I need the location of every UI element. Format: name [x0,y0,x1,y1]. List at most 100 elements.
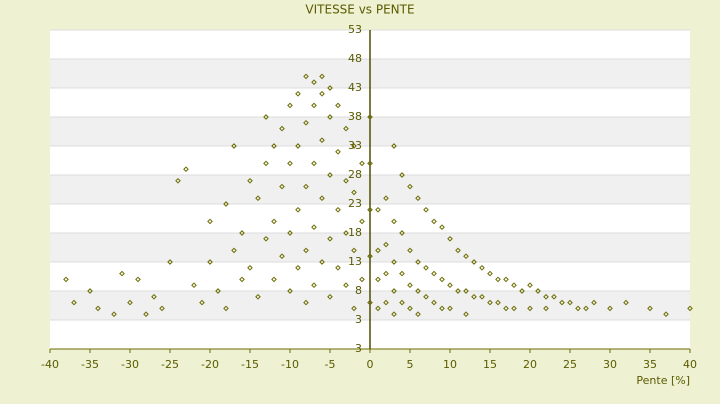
point [423,293,429,300]
point [367,114,373,120]
point [495,299,501,306]
x-tick-label: -5 [325,358,336,371]
point [135,276,141,283]
point [367,160,373,167]
point [527,282,533,289]
point [343,177,349,184]
point [375,305,381,312]
point [311,102,317,109]
point [311,224,317,231]
point [319,73,325,80]
point [551,293,557,300]
point [455,247,461,254]
point [303,247,309,254]
point [335,148,341,155]
point [391,288,397,294]
point [295,264,301,271]
point [647,305,653,312]
y-tick-label: 3 [355,313,362,326]
point [343,282,349,289]
point [351,189,357,196]
y-tick-label: 38 [348,110,362,123]
point [191,282,197,289]
point [319,137,325,144]
point [463,288,469,294]
point [407,282,413,289]
point [407,305,413,312]
point [263,160,269,167]
point [111,311,117,318]
point [271,276,277,283]
point [407,247,413,254]
point [447,282,453,289]
x-tick-label: 15 [483,358,497,371]
point [399,172,405,178]
y-tick-label: 48 [348,52,362,65]
point [383,270,389,277]
y-tick-label: 13 [348,255,362,268]
point [367,253,373,260]
point [431,299,437,306]
point [367,206,373,213]
point [527,305,533,312]
point [415,195,421,202]
point [279,253,285,260]
point [391,259,397,265]
point [495,276,501,283]
point [583,305,589,312]
y-tick-label: 18 [348,226,362,239]
point [559,299,565,306]
point [271,143,277,149]
point [391,218,397,225]
point [447,235,453,242]
point [311,160,317,167]
point [207,218,213,225]
x-tick-label: -35 [81,358,99,371]
point [279,125,285,132]
point [359,276,365,283]
point [431,270,437,277]
point [279,183,285,190]
point [255,195,261,202]
point [335,264,341,271]
point [319,259,325,265]
y-tick-label: 53 [348,23,362,36]
x-tick-label: 25 [563,358,577,371]
point [295,206,301,213]
point [415,259,421,265]
point [343,230,349,236]
point [287,288,293,294]
point [439,305,445,312]
x-tick-label: 20 [523,358,537,371]
point [239,276,245,283]
point [319,90,325,97]
x-tick-label: -40 [41,358,59,371]
point [119,270,125,277]
point [183,166,189,173]
point [63,276,69,283]
point [423,264,429,271]
chart-title: VITESSE vs PENTE [305,3,414,17]
x-tick-label: -10 [281,358,299,371]
point [199,299,205,306]
point [487,299,493,306]
x-tick-label: -20 [201,358,219,371]
point [367,299,373,306]
point [383,299,389,306]
point [511,282,517,289]
point [463,311,469,318]
point [471,259,477,265]
point [327,293,333,300]
point [383,195,389,202]
point [447,305,453,312]
point [567,299,573,306]
point [215,288,221,294]
point [151,293,157,300]
point [231,143,237,149]
point [271,218,277,225]
point [359,160,365,167]
point [127,299,133,306]
point [263,235,269,242]
x-tick-label: -15 [241,358,259,371]
point [327,235,333,242]
